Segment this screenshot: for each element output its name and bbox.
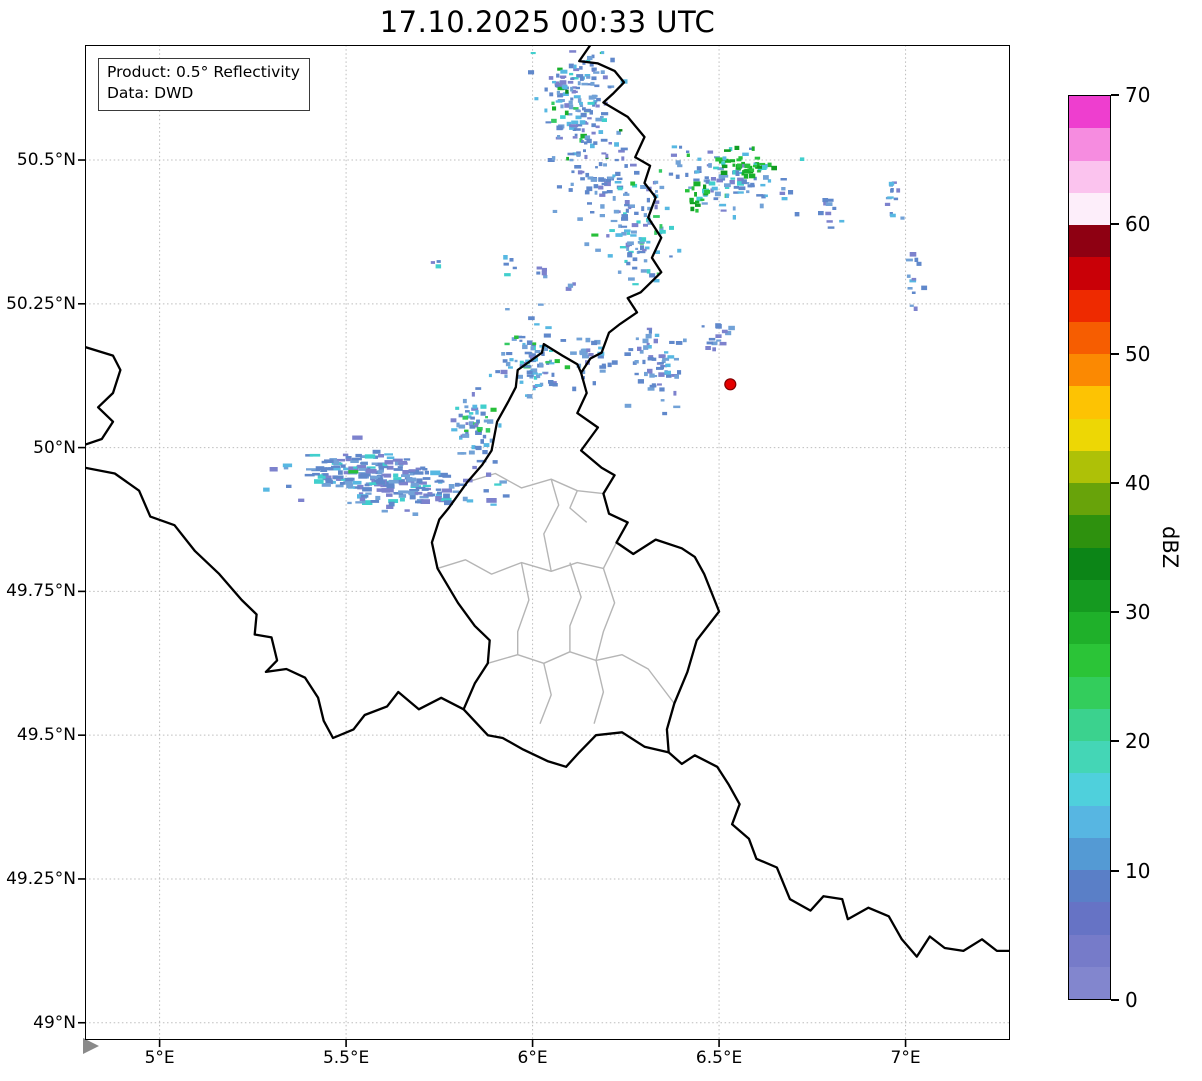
- colorbar-label: dBZ: [1158, 526, 1182, 569]
- colorbar-segment: [1069, 708, 1110, 741]
- district-border-line: [539, 663, 552, 724]
- colorbar-segment: [1069, 354, 1110, 387]
- radar-map-canvas: [78, 45, 1010, 1054]
- colorbar-segment: [1069, 837, 1110, 870]
- corner-artifact: [83, 1038, 99, 1054]
- y-tick-label: 49.25°N: [6, 868, 76, 889]
- colorbar-tick-label: 60: [1125, 212, 1151, 237]
- colorbar-segment: [1069, 128, 1110, 161]
- colorbar-tick-mark: [1111, 481, 1119, 484]
- x-tick-label: 5°E: [144, 1048, 175, 1068]
- colorbar-tick-label: 70: [1125, 83, 1151, 107]
- colorbar-segment: [1069, 547, 1110, 580]
- x-tick-label: 6°E: [517, 1048, 548, 1068]
- colorbar-segment: [1069, 418, 1110, 451]
- station-marker: [724, 378, 737, 391]
- country-border-line: [578, 45, 663, 374]
- country-border-line: [85, 466, 465, 740]
- radar-echoes: [263, 50, 928, 516]
- country-border-line: [85, 345, 122, 446]
- colorbar-segment: [1069, 741, 1110, 774]
- y-tick-label: 50.5°N: [16, 150, 76, 171]
- annotation-product-line: Product: 0.5° Reflectivity: [107, 63, 300, 81]
- district-border-line: [569, 562, 582, 652]
- district-border-line: [593, 660, 605, 724]
- y-tick-label: 49°N: [33, 1012, 76, 1033]
- colorbar-tick-mark: [1111, 611, 1119, 614]
- colorbar-segment: [1069, 966, 1110, 999]
- colorbar-segment: [1069, 386, 1110, 419]
- colorbar: [1068, 95, 1111, 1000]
- colorbar-segment: [1069, 96, 1110, 129]
- colorbar-segment: [1069, 676, 1110, 709]
- colorbar-segment: [1069, 160, 1110, 193]
- colorbar-segment: [1069, 773, 1110, 806]
- colorbar-tick-label: 0: [1125, 988, 1138, 1012]
- colorbar-tick-label: 30: [1125, 600, 1151, 625]
- colorbar-tick-label: 10: [1125, 858, 1151, 883]
- grid-lines: [85, 45, 1010, 1040]
- colorbar-tick-mark: [1111, 223, 1119, 226]
- colorbar-segment: [1069, 289, 1110, 322]
- district-borders: [437, 472, 675, 724]
- country-borders: [85, 45, 1010, 958]
- country-border-line: [667, 751, 1010, 958]
- annotation-data-line: Data: DWD: [107, 84, 194, 103]
- product-annotation: Product: 0.5° Reflectivity Data: DWD: [98, 58, 310, 111]
- y-tick-label: 49.75°N: [6, 581, 76, 602]
- y-tick-label: 50.25°N: [6, 293, 76, 314]
- colorbar-segment: [1069, 934, 1110, 967]
- colorbar-tick-mark: [1111, 740, 1119, 743]
- district-border-line: [517, 562, 530, 655]
- y-tick-label: 50°N: [33, 437, 76, 458]
- district-border-line: [543, 479, 560, 572]
- district-border-line: [437, 542, 618, 575]
- map-layers: [85, 45, 1010, 1040]
- country-border-line: [430, 342, 721, 768]
- colorbar-segment: [1069, 612, 1110, 645]
- colorbar-segment: [1069, 483, 1110, 516]
- colorbar-tick-label: 20: [1125, 729, 1151, 754]
- colorbar-tick-mark: [1111, 352, 1119, 355]
- x-tick-label: 5.5°E: [322, 1048, 370, 1068]
- colorbar-segment: [1069, 870, 1110, 903]
- colorbar-segment: [1069, 805, 1110, 838]
- colorbar-segment: [1069, 579, 1110, 612]
- x-tick-label: 7°E: [890, 1048, 921, 1068]
- x-tick-label: 6.5°E: [695, 1048, 743, 1068]
- colorbar-segment: [1069, 515, 1110, 548]
- colorbar-segment: [1069, 257, 1110, 290]
- axis-tick-marks: [78, 159, 907, 1047]
- colorbar-tick-label: 50: [1125, 341, 1151, 366]
- colorbar-segment: [1069, 902, 1110, 935]
- colorbar-segment: [1069, 321, 1110, 354]
- colorbar-segment: [1069, 450, 1110, 483]
- colorbar-tick-label: 40: [1125, 470, 1151, 495]
- map-title: 17.10.2025 00:33 UTC: [379, 5, 716, 39]
- colorbar-tick-mark: [1111, 999, 1119, 1001]
- colorbar-tick-mark: [1111, 94, 1119, 96]
- colorbar-segment: [1069, 225, 1110, 258]
- colorbar-segment: [1069, 192, 1110, 225]
- district-border-line: [569, 490, 588, 523]
- colorbar-tick-mark: [1111, 869, 1119, 872]
- colorbar-segment: [1069, 644, 1110, 677]
- y-tick-label: 49.5°N: [16, 725, 76, 746]
- district-border-line: [487, 651, 675, 704]
- district-border-line: [595, 568, 616, 661]
